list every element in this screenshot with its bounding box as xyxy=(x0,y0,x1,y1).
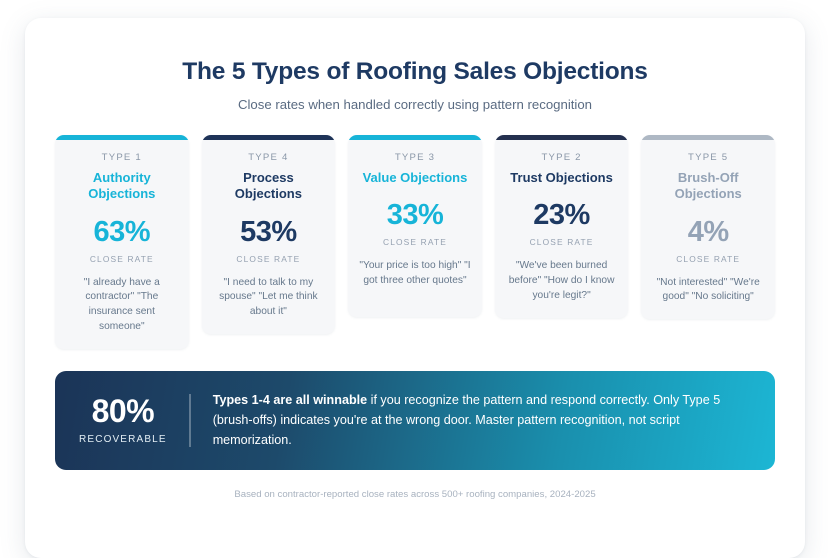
banner-message-lead: Types 1-4 are all winnable xyxy=(212,392,368,407)
card-body: TYPE 1 Authority Objections 63% CLOSE RA… xyxy=(55,140,189,349)
card-type-label: TYPE 3 xyxy=(394,152,436,163)
card-close-rate-value: 53% xyxy=(240,215,297,248)
banner-stat-block: 80% RECOVERABLE xyxy=(79,395,189,445)
card-title: Trust Objections xyxy=(510,170,613,185)
card-title: Authority Objections xyxy=(88,170,156,202)
objection-card-type-2: TYPE 2 Trust Objections 23% CLOSE RATE "… xyxy=(494,135,629,318)
card-example-quotes: "I need to talk to my spouse" "Let me th… xyxy=(219,276,318,318)
card-close-rate-value: 33% xyxy=(386,199,444,232)
card-accent-bar xyxy=(348,135,482,140)
card-close-rate-label: CLOSE RATE xyxy=(236,253,301,264)
objection-card-type-3: TYPE 3 Value Objections 33% CLOSE RATE "… xyxy=(348,135,482,317)
card-close-rate-value: 4% xyxy=(687,215,729,248)
objection-type-cards: TYPE 1 Authority Objections 63% CLOSE RA… xyxy=(55,135,775,349)
card-close-rate-label: CLOSE RATE xyxy=(529,237,594,248)
card-close-rate-value: 63% xyxy=(93,215,151,248)
card-accent-bar xyxy=(55,135,189,140)
banner-stat-label: RECOVERABLE xyxy=(79,434,167,446)
banner-message-body: if you recognize the pattern and respond… xyxy=(212,392,721,448)
card-close-rate-label: CLOSE RATE xyxy=(383,237,447,248)
card-type-label: TYPE 5 xyxy=(688,152,729,163)
card-accent-bar xyxy=(201,135,336,140)
card-title: Value Objections xyxy=(362,170,468,185)
card-title: Process Objections xyxy=(234,170,302,202)
card-example-quotes: "Your price is too high" "I got three ot… xyxy=(359,260,471,287)
card-body: TYPE 3 Value Objections 33% CLOSE RATE "… xyxy=(348,140,482,303)
card-close-rate-label: CLOSE RATE xyxy=(676,253,741,264)
card-close-rate-value: 23% xyxy=(533,199,590,232)
card-type-label: TYPE 4 xyxy=(248,152,289,163)
objection-card-type-5: TYPE 5 Brush-Off Objections 4% CLOSE RAT… xyxy=(641,135,775,320)
card-accent-bar xyxy=(494,135,629,140)
card-title: Brush-Off Objections xyxy=(674,170,742,202)
objection-card-type-1: TYPE 1 Authority Objections 63% CLOSE RA… xyxy=(55,135,189,349)
footer-source-note: Based on contractor-reported close rates… xyxy=(234,488,596,500)
page-title: The 5 Types of Roofing Sales Objections xyxy=(182,58,648,85)
card-body: TYPE 5 Brush-Off Objections 4% CLOSE RAT… xyxy=(641,140,775,319)
page-subtitle: Close rates when handled correctly using… xyxy=(237,97,593,112)
card-example-quotes: "We've been burned before" "How do I kno… xyxy=(508,260,615,301)
card-example-quotes: "Not interested" "We're good" "No solici… xyxy=(656,276,760,303)
card-type-label: TYPE 1 xyxy=(101,152,142,163)
banner-message: Types 1-4 are all winnable if you recogn… xyxy=(213,390,751,451)
card-close-rate-label: CLOSE RATE xyxy=(89,253,154,264)
banner-divider xyxy=(188,393,191,447)
objection-card-type-4: TYPE 4 Process Objections 53% CLOSE RATE… xyxy=(201,135,336,334)
card-type-label: TYPE 2 xyxy=(541,152,582,163)
card-body: TYPE 2 Trust Objections 23% CLOSE RATE "… xyxy=(495,140,629,318)
recoverable-banner: 80% RECOVERABLE Types 1-4 are all winnab… xyxy=(55,370,775,470)
infographic-panel: The 5 Types of Roofing Sales Objections … xyxy=(25,18,805,558)
banner-stat-value: 80% xyxy=(91,393,155,430)
card-body: TYPE 4 Process Objections 53% CLOSE RATE… xyxy=(202,140,336,334)
card-example-quotes: "I already have a contractor" "The insur… xyxy=(83,276,160,332)
card-accent-bar xyxy=(641,135,775,140)
